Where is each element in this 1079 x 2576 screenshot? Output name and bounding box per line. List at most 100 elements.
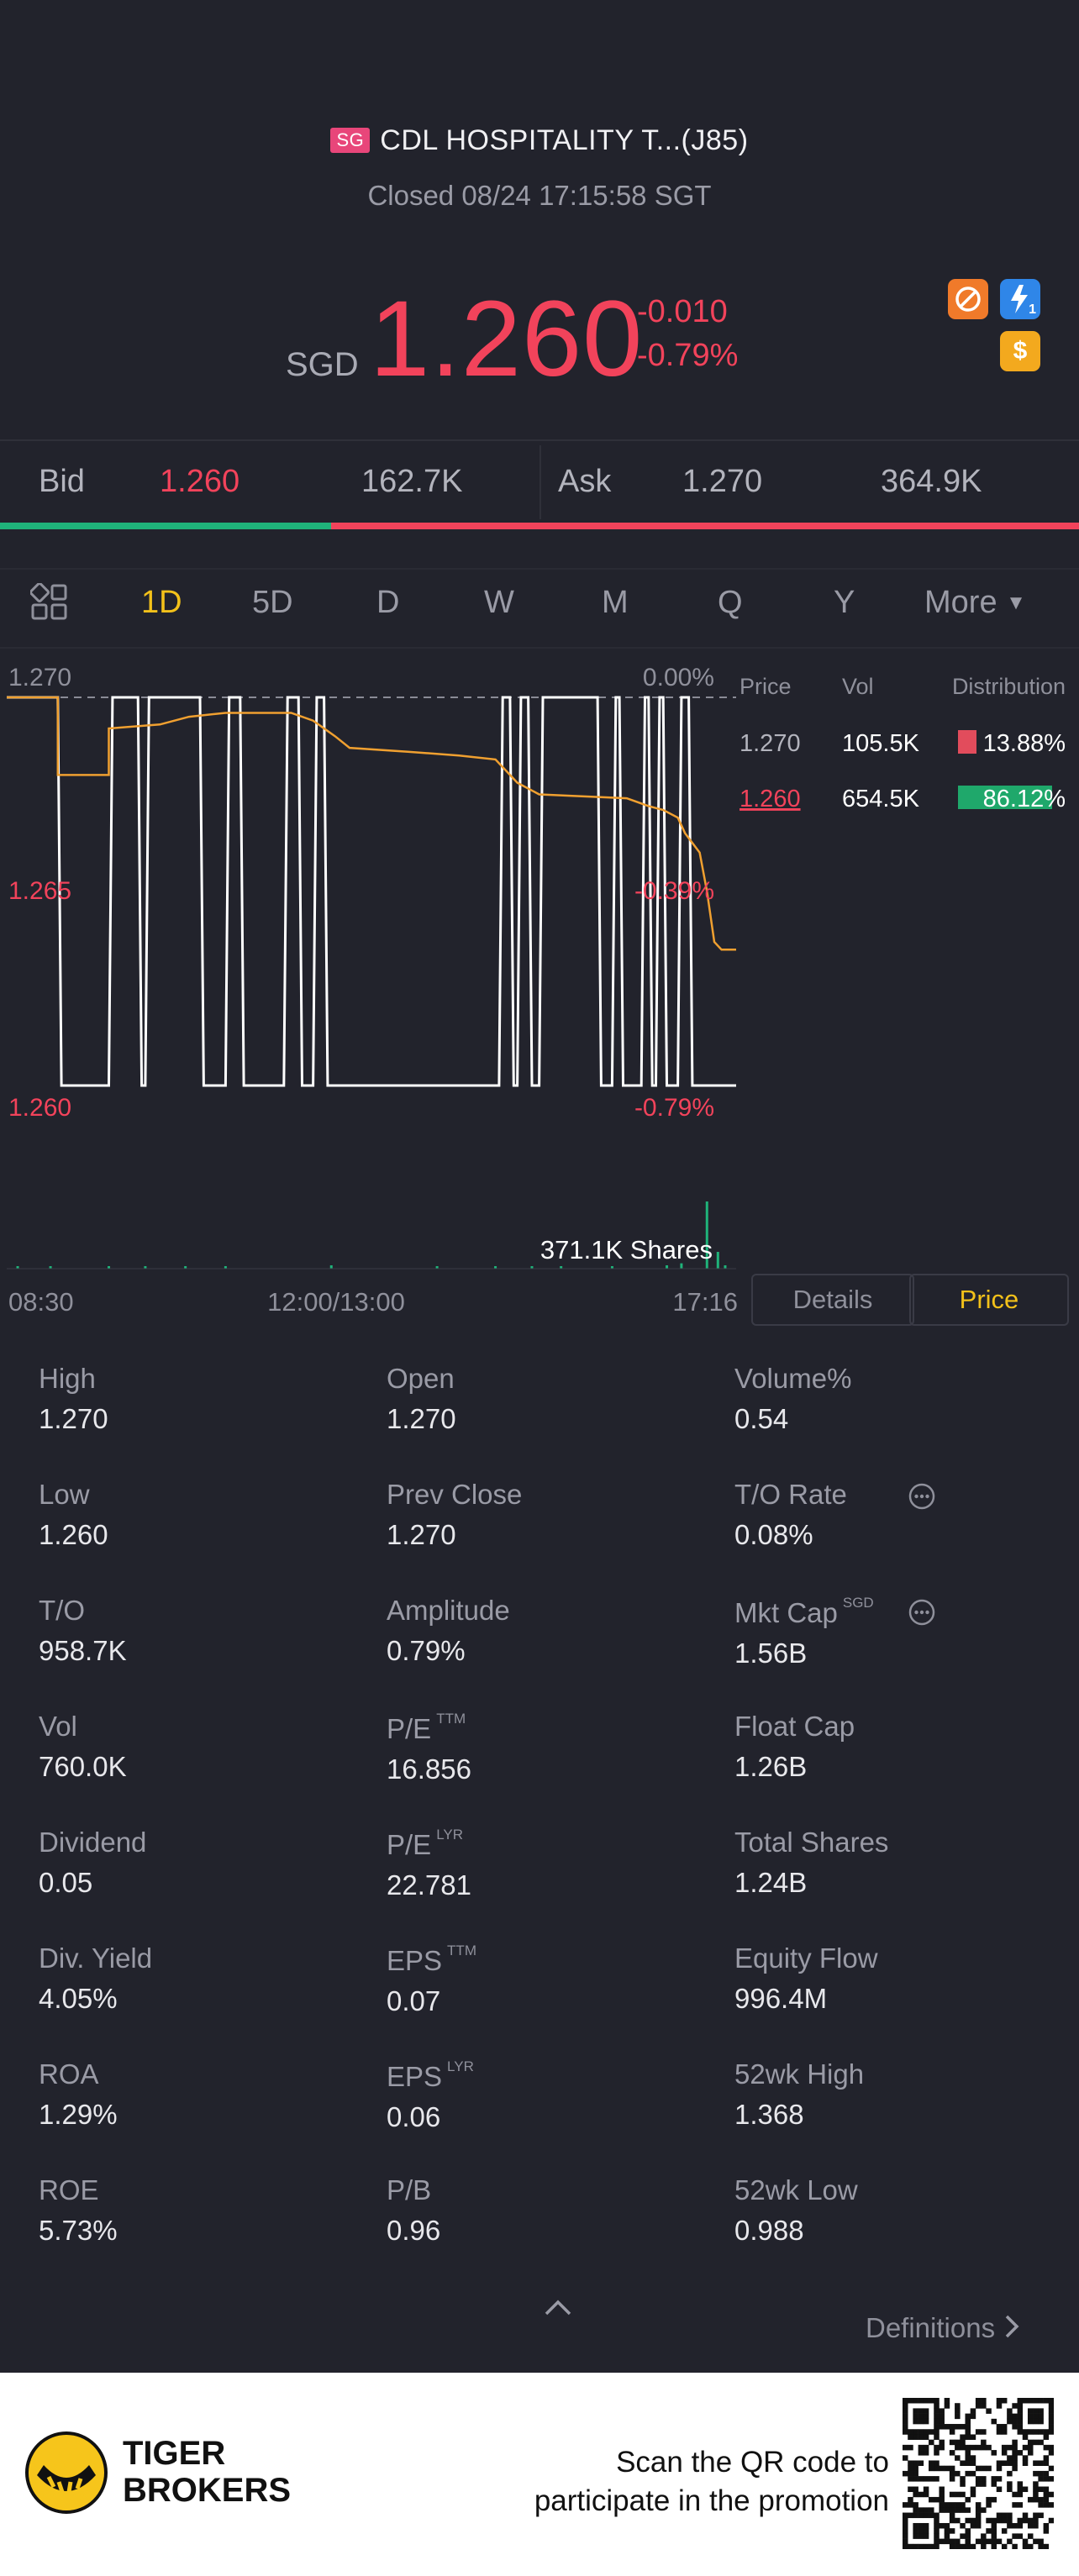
- qr-module: [986, 2528, 992, 2534]
- tab-5d[interactable]: 5D: [252, 585, 293, 620]
- stat-value: 0.988: [734, 2215, 804, 2246]
- tab-m[interactable]: M: [602, 585, 629, 620]
- brand-line-1: TIGER: [123, 2435, 226, 2472]
- collapse-chevron-icon[interactable]: [543, 2297, 573, 2321]
- stat-value: 1.270: [387, 1519, 456, 1550]
- qr-module: [903, 2424, 908, 2430]
- qr-module: [1017, 2403, 1024, 2409]
- tab-w[interactable]: W: [484, 585, 514, 620]
- qr-module: [949, 2429, 955, 2435]
- qr-module: [903, 2398, 908, 2404]
- promo-footer: TIGER BROKERS Scan the QR code to partic…: [0, 2373, 1079, 2576]
- qr-module: [1007, 2418, 1013, 2425]
- dollar-icon[interactable]: $: [1000, 331, 1040, 371]
- qr-module: [970, 2517, 976, 2524]
- qr-module: [1012, 2522, 1018, 2529]
- tab-1d[interactable]: 1D: [141, 585, 182, 620]
- tab-y[interactable]: Y: [834, 585, 855, 620]
- pct-tick-label: -0.79%: [634, 1094, 714, 1122]
- qr-module: [923, 2398, 929, 2404]
- distribution-header: Price: [740, 674, 792, 699]
- qr-module: [1043, 2528, 1050, 2534]
- qr-module: [986, 2496, 992, 2503]
- no-short-icon[interactable]: [948, 279, 988, 319]
- distribution-percent: 86.12%: [983, 786, 1066, 812]
- distribution-price: 1.270: [740, 730, 801, 757]
- volume-bar: [666, 1265, 669, 1269]
- layout-grid-icon[interactable]: [29, 582, 69, 626]
- qr-module: [1007, 2512, 1013, 2519]
- price-toggle[interactable]: Price: [909, 1274, 1069, 1326]
- qr-module: [975, 2481, 982, 2487]
- stat-value: 1.260: [39, 1519, 108, 1550]
- qr-module: [918, 2450, 924, 2456]
- qr-module: [975, 2403, 982, 2409]
- stat-value: 0.06: [387, 2101, 441, 2132]
- qr-module: [1007, 2517, 1013, 2524]
- qr-code[interactable]: [903, 2398, 1054, 2549]
- currency-label: SGD: [286, 346, 359, 383]
- qr-module: [934, 2418, 940, 2425]
- stat-item: P/E TTM 16.856: [387, 1711, 471, 1785]
- info-more-icon[interactable]: [908, 1598, 936, 1631]
- info-more-icon[interactable]: [908, 1482, 936, 1515]
- distribution-volume: 654.5K: [842, 786, 920, 812]
- bid-price[interactable]: 1.260: [160, 464, 240, 499]
- qr-module: [1048, 2465, 1054, 2472]
- tab-more[interactable]: More ▼: [924, 585, 1026, 621]
- stat-label: Dividend: [39, 1827, 146, 1858]
- stat-item[interactable]: T/O Rate 0.08%: [734, 1479, 847, 1551]
- qr-module: [949, 2424, 955, 2430]
- stats-grid: High 1.270 Open 1.270 Volume% 0.54 Low 1.260 Pre…: [0, 1363, 1079, 2371]
- qr-module: [1033, 2522, 1039, 2529]
- qr-module: [913, 2465, 918, 2472]
- x-tick-label: 17:16: [672, 1287, 738, 1317]
- qr-module: [965, 2517, 971, 2524]
- stat-value: 1.270: [39, 1403, 108, 1434]
- qr-module: [1048, 2424, 1054, 2430]
- ask-price[interactable]: 1.270: [682, 464, 763, 499]
- qr-module: [965, 2470, 971, 2477]
- qr-module: [1038, 2470, 1044, 2477]
- stat-value: 1.29%: [39, 2099, 118, 2130]
- definitions-link[interactable]: Definitions: [866, 2312, 1021, 2346]
- qr-module: [934, 2450, 940, 2456]
- tab-q[interactable]: Q: [718, 585, 743, 620]
- qr-module: [1048, 2429, 1054, 2435]
- qr-module: [903, 2455, 908, 2461]
- qr-module: [1017, 2486, 1024, 2493]
- qr-module: [996, 2429, 1003, 2435]
- qr-module: [1043, 2455, 1050, 2461]
- divider: [0, 439, 1079, 441]
- qr-module: [1022, 2429, 1029, 2435]
- qr-module: [981, 2533, 987, 2539]
- stat-label: T/O: [39, 1595, 127, 1627]
- tab-d[interactable]: D: [376, 585, 400, 620]
- stat-label: P/E TTM: [387, 1711, 471, 1745]
- stat-value: 4.05%: [39, 1983, 118, 2014]
- qr-module: [949, 2507, 955, 2513]
- stat-label-text: 52wk Low: [734, 2174, 858, 2205]
- qr-module: [975, 2429, 982, 2435]
- stat-label: Low: [39, 1479, 108, 1511]
- intraday-chart[interactable]: 1.270 1.265 1.260 0.00% -0.39% -0.79% 371.1K S…: [0, 655, 1079, 1327]
- qr-module: [939, 2424, 945, 2430]
- qr-module: [975, 2476, 982, 2482]
- stat-item: P/B 0.96: [387, 2174, 440, 2247]
- qr-module: [1012, 2465, 1018, 2472]
- qr-module: [944, 2424, 950, 2430]
- qr-module: [934, 2517, 940, 2524]
- qr-module: [913, 2476, 918, 2482]
- flash-level-icon[interactable]: 1: [1000, 279, 1040, 319]
- qr-module: [1001, 2429, 1008, 2435]
- qr-module: [1012, 2403, 1018, 2409]
- qr-module: [944, 2528, 950, 2534]
- stat-item[interactable]: Mkt Cap SGD 1.56B: [734, 1595, 874, 1669]
- stat-label-text: 52wk High: [734, 2058, 865, 2090]
- qr-module: [955, 2538, 961, 2545]
- qr-module: [970, 2522, 976, 2529]
- stat-label: Vol: [39, 1711, 127, 1743]
- details-toggle[interactable]: Details: [751, 1274, 914, 1326]
- stat-label: EPS LYR: [387, 2058, 474, 2093]
- trade-price-line: [7, 696, 736, 1087]
